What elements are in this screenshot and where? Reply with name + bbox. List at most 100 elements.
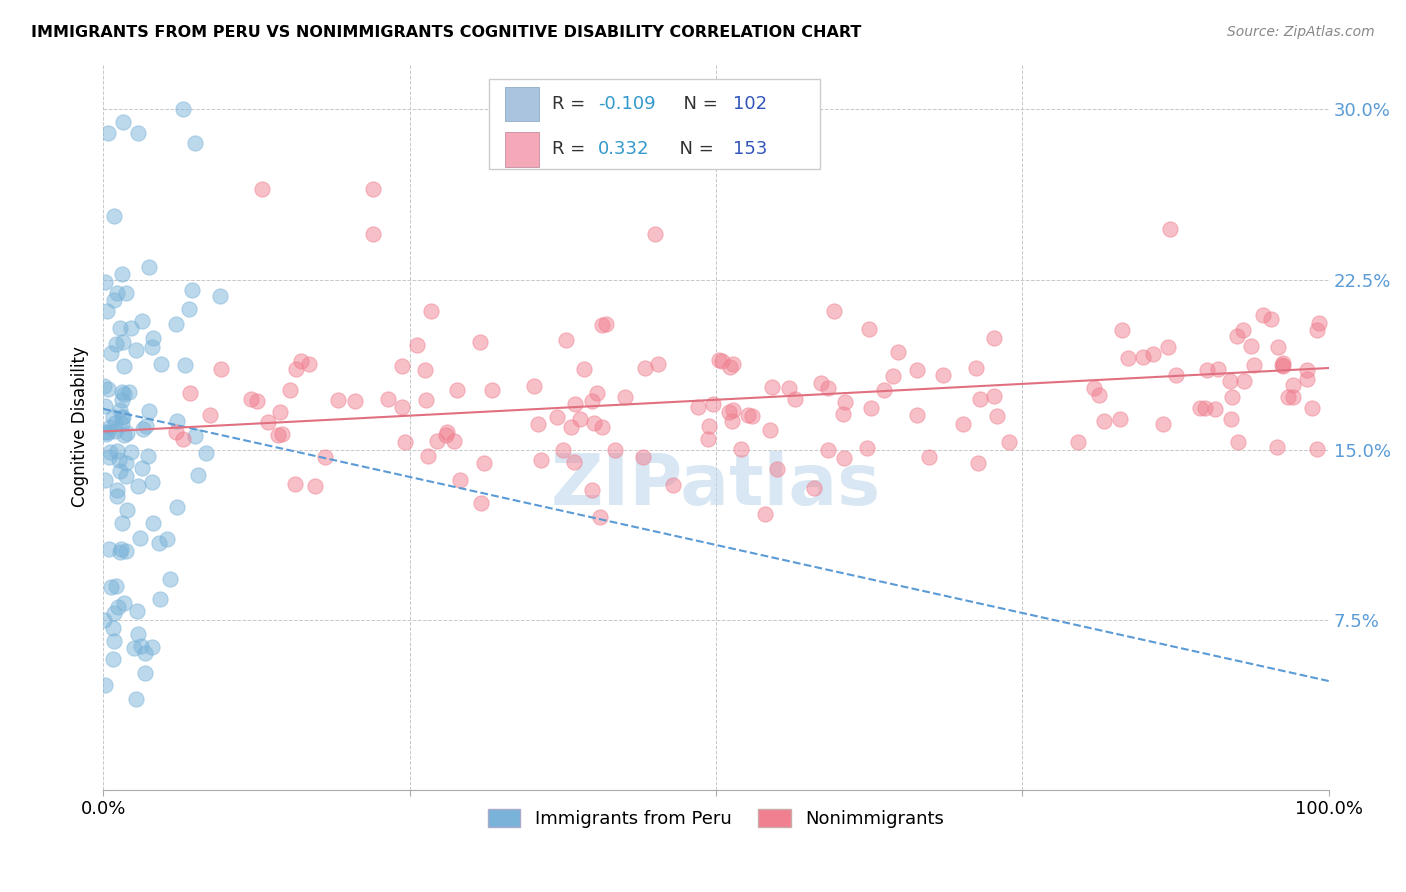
Point [284,477,307,491]
Point [1220,390,1243,404]
Point [688,400,710,414]
Point [149,357,172,371]
Point [553,442,575,457]
Point [111,409,134,424]
Point [709,352,731,367]
Point [1087,388,1109,402]
Point [377,392,399,406]
Point [115,456,138,470]
Text: 153: 153 [733,140,768,159]
Point [817,381,839,395]
Point [105,337,128,351]
Point [721,413,744,427]
Point [156,532,179,546]
Point [603,442,626,457]
Point [1206,361,1229,376]
Point [187,467,209,482]
Point [644,227,666,242]
Point [141,516,163,531]
Point [905,363,928,377]
Point [856,441,879,455]
Point [97,542,120,557]
Point [1301,401,1323,416]
Point [581,393,603,408]
Point [111,335,134,350]
Point [702,397,724,411]
Point [209,289,232,303]
Point [108,321,131,335]
Point [858,322,880,336]
Point [696,432,718,446]
Text: ZIPatlas: ZIPatlas [551,450,882,519]
Point [117,503,139,517]
Text: IMMIGRANTS FROM PERU VS NONIMMIGRANTS COGNITIVE DISABILITY CORRELATION CHART: IMMIGRANTS FROM PERU VS NONIMMIGRANTS CO… [31,25,862,40]
Point [94,678,117,692]
Point [1277,390,1299,404]
Point [131,314,153,328]
Point [114,595,136,609]
Point [905,409,928,423]
Point [100,346,122,360]
Text: N =: N = [672,95,723,113]
Point [314,450,336,465]
Point [737,408,759,422]
Point [832,450,855,465]
Point [100,420,122,434]
Point [101,410,124,425]
Point [120,321,142,335]
Point [159,573,181,587]
Point [932,368,955,382]
Point [1253,308,1275,322]
Point [110,541,132,556]
Point [138,260,160,274]
Point [721,357,744,371]
Point [166,414,188,428]
FancyBboxPatch shape [505,87,540,121]
Point [574,362,596,376]
Point [998,435,1021,450]
Text: N =: N = [668,140,720,159]
Point [103,210,125,224]
FancyBboxPatch shape [505,132,540,167]
Point [135,419,157,434]
Point [93,613,115,627]
Point [107,599,129,614]
Point [1083,381,1105,395]
Point [127,626,149,640]
Point [1282,390,1305,404]
Point [766,462,789,476]
Point [418,449,440,463]
Text: R =: R = [551,140,591,159]
Point [134,646,156,660]
Point [1272,356,1295,370]
Point [1204,401,1226,416]
Point [326,393,349,408]
Point [1305,442,1327,456]
Point [93,379,115,393]
Point [111,115,134,129]
Point [446,383,468,397]
Point [361,227,384,242]
Point [1092,414,1115,428]
Point [1271,358,1294,372]
Point [965,360,987,375]
Point [730,442,752,457]
Point [860,401,883,416]
Point [257,415,280,429]
Point [344,394,367,409]
Point [94,473,117,487]
Point [481,383,503,397]
Text: R =: R = [551,95,591,113]
Point [754,508,776,522]
Point [647,357,669,371]
Point [546,410,568,425]
Point [108,464,131,478]
Point [415,392,437,407]
Point [710,354,733,368]
Point [103,634,125,648]
Text: 0.332: 0.332 [599,140,650,159]
Point [823,304,845,318]
Point [136,449,159,463]
Point [108,402,131,417]
Point [97,382,120,396]
